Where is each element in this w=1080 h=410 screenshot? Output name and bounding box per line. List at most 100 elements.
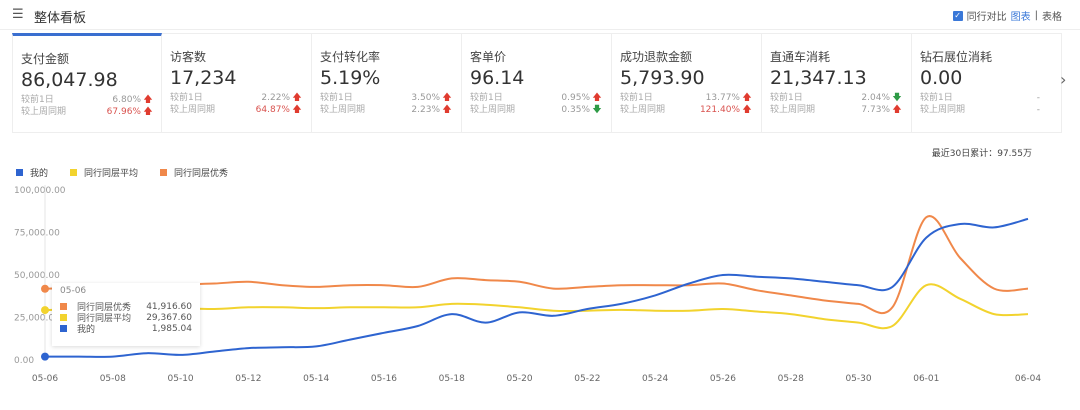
metric-label: 成功退款金额 bbox=[620, 50, 693, 64]
compare-value: 2.22% bbox=[261, 93, 290, 103]
compare-value: 2.23% bbox=[411, 105, 440, 115]
page-title: 整体看板 bbox=[34, 11, 87, 26]
tooltip-swatch bbox=[60, 303, 67, 310]
compare-label: 较上周同期 bbox=[920, 105, 966, 115]
compare-label: 较上周同期 bbox=[170, 105, 216, 115]
tooltip-value: 41,916.60 bbox=[146, 301, 192, 312]
arrow-up-icon: 🡅 bbox=[143, 107, 153, 117]
metric-card[interactable]: 钻石展位消耗 0.00 较前1日 - 较上周同期 - bbox=[912, 33, 1062, 133]
metric-label: 访客数 bbox=[170, 50, 207, 64]
metric-card[interactable]: 支付转化率 5.19% 较前1日 3.50% 🡅 较上周同期 2.23% 🡅 bbox=[312, 33, 462, 133]
series-point bbox=[41, 352, 49, 361]
chart-tooltip: 05-06 同行同层优秀 41,916.60 同行同层平均 29,367.60 我的 1,… bbox=[52, 283, 200, 346]
layers-icon: ☰ bbox=[12, 7, 24, 22]
x-tick-label: 05-08 bbox=[100, 374, 126, 384]
legend-label: 我的 bbox=[30, 169, 49, 179]
x-tick-label: 05-20 bbox=[506, 374, 532, 384]
metric-card[interactable]: 成功退款金额 5,793.90 较前1日 13.77% 🡅 较上周同期 121.40% 🡅 bbox=[612, 33, 762, 133]
metric-card[interactable]: 直通车消耗 21,347.13 较前1日 2.04% 🡇 较上周同期 7.73% 🡅 bbox=[762, 33, 912, 133]
compare-label[interactable]: 同行对比 bbox=[966, 12, 1007, 23]
chevron-right-icon[interactable]: › bbox=[1060, 70, 1067, 89]
metric-label: 支付金额 bbox=[21, 52, 70, 66]
arrow-up-icon: 🡅 bbox=[143, 95, 153, 105]
compare-label: 较前1日 bbox=[21, 95, 54, 105]
arrow-up-icon: 🡅 bbox=[892, 105, 902, 115]
legend-item[interactable]: 同行同层优秀 bbox=[160, 166, 228, 179]
legend-swatch bbox=[70, 169, 78, 176]
metric-label: 支付转化率 bbox=[320, 50, 381, 64]
compare-checkbox[interactable]: ✓ bbox=[952, 10, 963, 21]
compare-value: 67.96% bbox=[106, 107, 141, 117]
compare-label: 较上周同期 bbox=[470, 105, 516, 115]
compare-label: 较上周同期 bbox=[770, 105, 816, 115]
x-tick-label: 06-01 bbox=[913, 374, 939, 384]
x-tick-label: 06-04 bbox=[1015, 374, 1041, 384]
metric-label: 钻石展位消耗 bbox=[920, 50, 993, 64]
compare-label: 较上周同期 bbox=[320, 105, 366, 115]
legend-label: 同行同层优秀 bbox=[174, 169, 229, 179]
legend-label: 同行同层平均 bbox=[84, 169, 139, 179]
x-tick-label: 05-30 bbox=[845, 374, 871, 384]
arrow-up-icon: 🡅 bbox=[742, 93, 752, 103]
arrow-up-icon: 🡅 bbox=[742, 105, 752, 115]
metric-value: 5.19% bbox=[320, 67, 381, 89]
tooltip-series: 我的 bbox=[77, 325, 96, 335]
series-line bbox=[44, 283, 1029, 330]
view-table-link[interactable]: 表格 bbox=[1042, 12, 1062, 23]
metric-card[interactable]: 支付金额 86,047.98 较前1日 6.80% 🡅 较上周同期 67.96% 🡅 bbox=[12, 33, 162, 133]
x-tick-label: 05-12 bbox=[235, 374, 261, 384]
metric-value: 21,347.13 bbox=[770, 67, 867, 89]
x-tick-label: 05-18 bbox=[439, 374, 465, 384]
arrow-up-icon: 🡅 bbox=[292, 105, 302, 115]
y-tick-label: 0.00 bbox=[14, 356, 34, 366]
series-line bbox=[44, 215, 1029, 315]
chart-legend: 我的 同行同层平均 同行同层优秀 bbox=[16, 166, 228, 179]
compare-label: 较前1日 bbox=[770, 93, 803, 103]
metric-card[interactable]: 客单价 96.14 较前1日 0.95% 🡅 较上周同期 0.35% 🡇 bbox=[462, 33, 612, 133]
compare-value: 0.35% bbox=[561, 105, 590, 115]
compare-value: 64.87% bbox=[255, 105, 290, 115]
tooltip-date: 05-06 bbox=[60, 286, 87, 296]
series-line bbox=[44, 217, 1029, 358]
tooltip-row: 同行同层优秀 41,916.60 bbox=[60, 301, 192, 313]
x-tick-label: 05-26 bbox=[710, 374, 736, 384]
arrow-up-icon: 🡅 bbox=[592, 93, 602, 103]
compare-label: 较前1日 bbox=[470, 93, 503, 103]
compare-value: 2.04% bbox=[861, 93, 890, 103]
arrow-up-icon: 🡅 bbox=[292, 93, 302, 103]
metric-value: 17,234 bbox=[170, 67, 237, 89]
tooltip-series: 同行同层平均 bbox=[77, 314, 132, 324]
compare-label: 较上周同期 bbox=[620, 105, 666, 115]
arrow-down-icon: 🡇 bbox=[892, 93, 902, 103]
metric-value: 86,047.98 bbox=[21, 69, 118, 91]
compare-label: 较前1日 bbox=[320, 93, 353, 103]
x-tick-label: 05-22 bbox=[574, 374, 600, 384]
compare-value: 13.77% bbox=[705, 93, 740, 103]
arrow-down-icon: 🡇 bbox=[592, 105, 602, 115]
tooltip-swatch bbox=[60, 314, 67, 321]
compare-label: 较前1日 bbox=[620, 93, 653, 103]
metric-card[interactable]: 访客数 17,234 较前1日 2.22% 🡅 较上周同期 64.87% 🡅 bbox=[162, 33, 312, 133]
separator: | bbox=[1034, 10, 1038, 21]
y-tick-label: 25,000.00 bbox=[14, 314, 60, 324]
compare-label: 较前1日 bbox=[170, 93, 203, 103]
legend-item[interactable]: 我的 bbox=[16, 166, 48, 179]
metric-value: 0.00 bbox=[920, 67, 963, 89]
tooltip-value: 29,367.60 bbox=[146, 312, 192, 323]
series-point bbox=[41, 284, 49, 293]
x-tick-label: 05-16 bbox=[371, 374, 397, 384]
arrow-up-icon: 🡅 bbox=[442, 105, 452, 115]
tooltip-row: 我的 1,985.04 bbox=[60, 323, 192, 335]
x-tick-label: 05-28 bbox=[778, 374, 804, 384]
x-tick-label: 05-24 bbox=[642, 374, 668, 384]
legend-item[interactable]: 同行同层平均 bbox=[70, 166, 138, 179]
y-tick-label: 75,000.00 bbox=[14, 229, 60, 239]
tooltip-swatch bbox=[60, 325, 67, 332]
view-chart-link[interactable]: 图表 bbox=[1010, 12, 1031, 23]
tooltip-value: 1,985.04 bbox=[151, 323, 192, 334]
legend-swatch bbox=[160, 169, 168, 176]
tooltip-series: 同行同层优秀 bbox=[77, 303, 132, 313]
compare-value: 121.40% bbox=[699, 105, 740, 115]
compare-value: 3.50% bbox=[411, 93, 440, 103]
compare-value: 7.73% bbox=[861, 105, 890, 115]
